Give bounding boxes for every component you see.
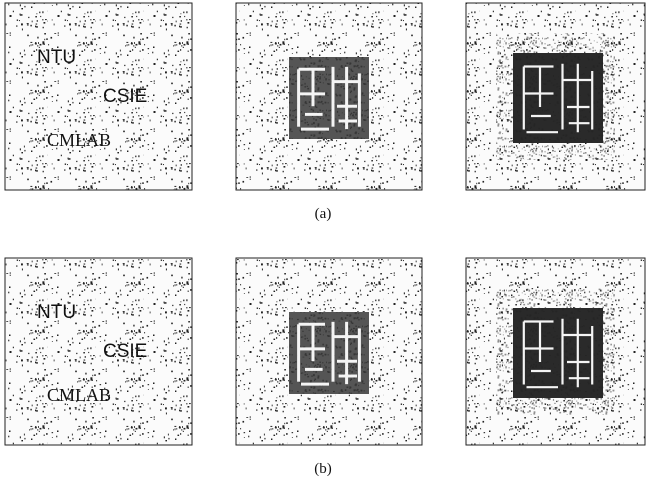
watermark-text: NTU xyxy=(37,302,76,323)
noise-overlay xyxy=(5,258,192,445)
figure: NTU CSIE CMLAB (a) NTU CSIE CMLAB (b) xyxy=(0,0,647,485)
caption: (a) xyxy=(315,206,332,222)
watermark-text: NTU xyxy=(37,47,76,68)
noise-overlay xyxy=(5,3,192,190)
caption: (b) xyxy=(314,461,332,477)
watermark-text: CMLAB xyxy=(47,385,111,405)
watermark-text: CSIE xyxy=(103,341,147,362)
watermark-text: CMLAB xyxy=(47,130,111,150)
watermark-text: CSIE xyxy=(103,86,147,107)
